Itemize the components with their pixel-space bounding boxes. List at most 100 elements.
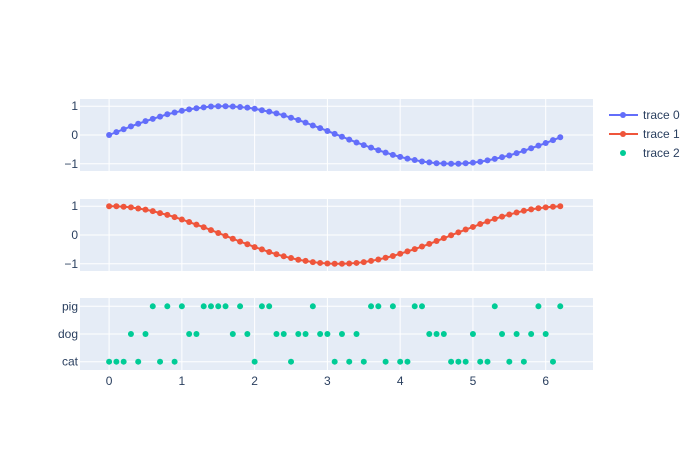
data-point bbox=[273, 110, 280, 117]
data-point bbox=[317, 259, 324, 266]
data-point bbox=[520, 207, 527, 214]
y-tick-label: 0 bbox=[71, 228, 78, 242]
data-point bbox=[477, 358, 484, 365]
data-point bbox=[397, 250, 404, 257]
data-point bbox=[542, 204, 549, 211]
data-point bbox=[397, 153, 404, 160]
data-point bbox=[251, 244, 258, 251]
data-point bbox=[258, 246, 265, 253]
data-point bbox=[484, 218, 491, 225]
data-point bbox=[455, 229, 462, 236]
data-point bbox=[455, 358, 462, 365]
data-point bbox=[433, 238, 440, 245]
data-point bbox=[266, 303, 273, 310]
data-point bbox=[360, 142, 367, 149]
data-point bbox=[331, 130, 338, 137]
data-point bbox=[309, 303, 316, 310]
data-point bbox=[120, 203, 127, 210]
x-tick-label: 1 bbox=[179, 374, 186, 388]
data-point bbox=[302, 331, 309, 337]
data-point bbox=[244, 241, 251, 248]
data-point bbox=[135, 205, 142, 212]
data-point bbox=[346, 136, 353, 143]
data-point bbox=[404, 248, 411, 255]
y-tick-label: dog bbox=[58, 327, 78, 341]
data-point bbox=[164, 211, 171, 218]
data-point bbox=[229, 235, 236, 242]
data-point bbox=[135, 358, 142, 365]
data-point bbox=[462, 358, 469, 365]
data-point bbox=[164, 111, 171, 118]
data-point bbox=[251, 105, 258, 112]
data-point bbox=[557, 134, 564, 141]
data-point bbox=[244, 331, 251, 337]
data-point bbox=[346, 260, 353, 267]
data-point bbox=[338, 331, 345, 337]
data-point bbox=[375, 147, 382, 154]
data-point bbox=[520, 147, 527, 154]
legend-item-trace-0[interactable]: trace 0 bbox=[609, 108, 680, 122]
data-point bbox=[273, 251, 280, 258]
data-point bbox=[542, 140, 549, 147]
data-point bbox=[193, 105, 200, 112]
data-point bbox=[295, 331, 302, 337]
legend-label: trace 1 bbox=[643, 127, 680, 141]
data-point bbox=[273, 331, 280, 337]
data-point bbox=[142, 118, 149, 125]
data-point bbox=[331, 260, 338, 267]
data-point bbox=[448, 232, 455, 239]
data-point bbox=[469, 331, 476, 337]
data-point bbox=[368, 257, 375, 264]
data-point bbox=[113, 203, 120, 210]
data-point bbox=[171, 358, 178, 365]
data-point bbox=[157, 210, 164, 217]
data-point bbox=[106, 203, 113, 210]
data-point bbox=[353, 139, 360, 146]
data-point bbox=[207, 303, 214, 310]
data-point bbox=[164, 303, 171, 310]
y-tick-label: −1 bbox=[64, 257, 78, 271]
data-point bbox=[389, 253, 396, 260]
data-point bbox=[535, 303, 542, 310]
data-point bbox=[557, 303, 564, 310]
data-point bbox=[528, 206, 535, 213]
legend-label: trace 2 bbox=[643, 146, 680, 160]
x-tick-label: 4 bbox=[397, 374, 404, 388]
data-point bbox=[127, 331, 134, 337]
data-point bbox=[404, 155, 411, 162]
tick-labels: 1 0 −1 1 0 −1 pig dog cat 0 1 2 3 4 5 6 bbox=[58, 99, 549, 388]
data-point bbox=[499, 213, 506, 220]
data-point bbox=[113, 358, 120, 365]
data-point bbox=[411, 246, 418, 253]
data-point bbox=[375, 303, 382, 310]
legend-item-trace-1[interactable]: trace 1 bbox=[609, 127, 680, 141]
data-point bbox=[375, 256, 382, 263]
legend-item-trace-2[interactable]: trace 2 bbox=[620, 146, 680, 160]
data-point bbox=[368, 303, 375, 310]
data-point bbox=[266, 108, 273, 115]
data-point bbox=[419, 303, 425, 310]
y-tick-label: 0 bbox=[71, 128, 78, 142]
data-point bbox=[542, 331, 549, 337]
data-point bbox=[513, 150, 520, 157]
data-point bbox=[440, 331, 447, 337]
data-point bbox=[222, 103, 229, 110]
data-point bbox=[193, 221, 200, 228]
data-point bbox=[207, 103, 214, 110]
x-tick-label: 6 bbox=[542, 374, 549, 388]
data-point bbox=[324, 331, 331, 337]
y-tick-label: 1 bbox=[71, 99, 78, 113]
series-0 bbox=[106, 103, 564, 167]
data-point bbox=[455, 160, 462, 167]
data-point bbox=[433, 160, 440, 167]
data-point bbox=[200, 224, 207, 231]
data-point bbox=[513, 331, 520, 337]
data-point bbox=[229, 331, 236, 337]
legend-label: trace 0 bbox=[643, 108, 680, 122]
legend[interactable]: trace 0 trace 1 trace 2 bbox=[609, 108, 680, 160]
data-point bbox=[389, 303, 396, 310]
data-point bbox=[324, 260, 331, 267]
data-point bbox=[229, 103, 236, 110]
data-point bbox=[506, 211, 513, 218]
